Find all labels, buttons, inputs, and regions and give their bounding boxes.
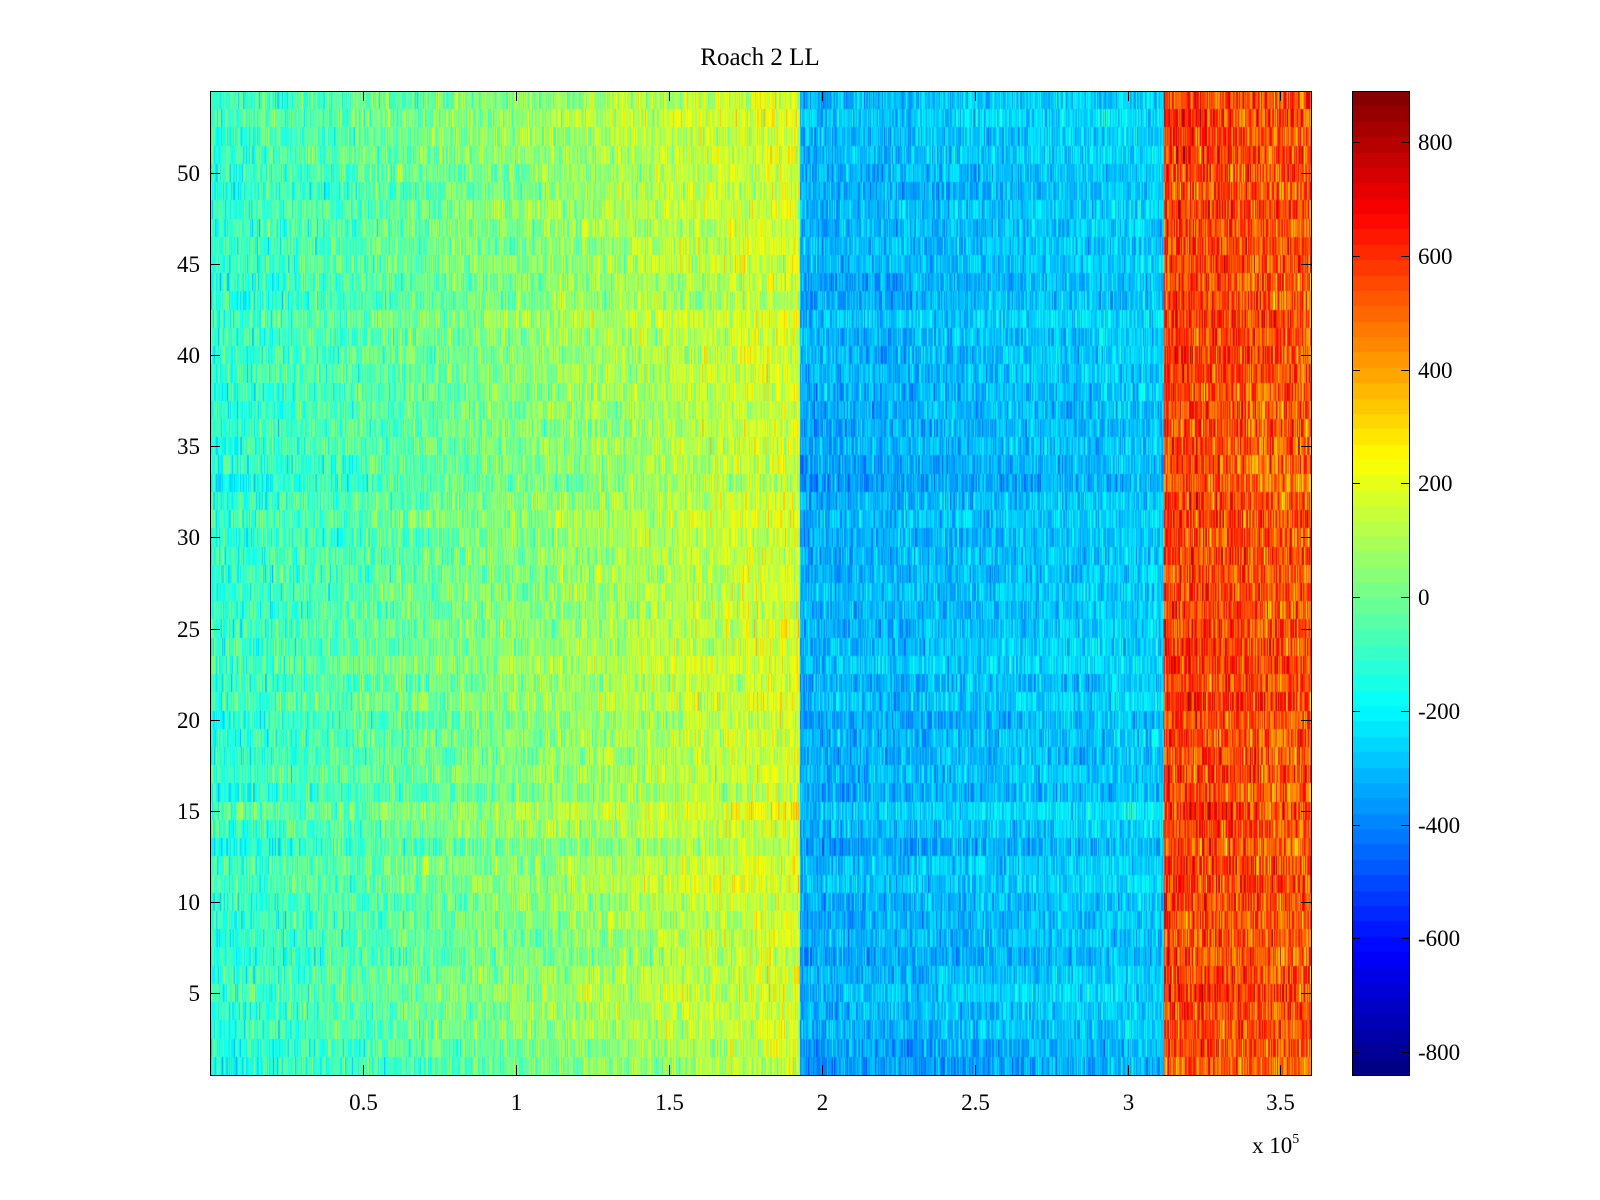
y-tick-label: 10 [177,889,200,915]
colorbar-tick-label: 200 [1418,470,1453,496]
y-tick-label: 25 [177,616,200,642]
y-tick-label: 5 [188,980,201,1006]
x-tick-label: 1 [510,1090,523,1115]
colorbar-tick-label: 600 [1418,243,1453,269]
y-tick-label: 30 [177,524,200,550]
colorbar-tick-label: -800 [1418,1039,1461,1065]
y-tick-label: 15 [177,798,200,824]
x-tick-label: 0.5 [349,1090,378,1115]
colorbar-tick-label: -400 [1418,812,1461,838]
y-tick-label: 20 [177,707,200,733]
colorbar [1352,91,1409,1075]
colorbar-tick-label: -600 [1418,925,1461,951]
heatmap-plot-area [210,91,1311,1075]
x-axis-multiplier: x 105 [1252,1132,1299,1159]
y-tick-label: 50 [177,160,200,186]
y-tick-label: 45 [177,251,200,277]
colorbar-tick-label: 0 [1418,584,1430,610]
y-tick-label: 40 [177,342,200,368]
x-tick-label: 3 [1122,1090,1135,1115]
x-tick-label: 2 [816,1090,829,1115]
x-tick-label: 2.5 [961,1090,990,1115]
x-tick-label: 1.5 [655,1090,684,1115]
x-multiplier-exponent: 5 [1292,1132,1300,1147]
colorbar-tick-label: 800 [1418,129,1453,155]
colorbar-tick-label: 400 [1418,357,1453,383]
x-tick-label: 3.5 [1266,1090,1295,1115]
colorbar-tick-label: -200 [1418,698,1461,724]
chart-title: Roach 2 LL [700,44,820,71]
x-multiplier-text: x 10 [1252,1133,1293,1158]
y-tick-label: 35 [177,433,200,459]
